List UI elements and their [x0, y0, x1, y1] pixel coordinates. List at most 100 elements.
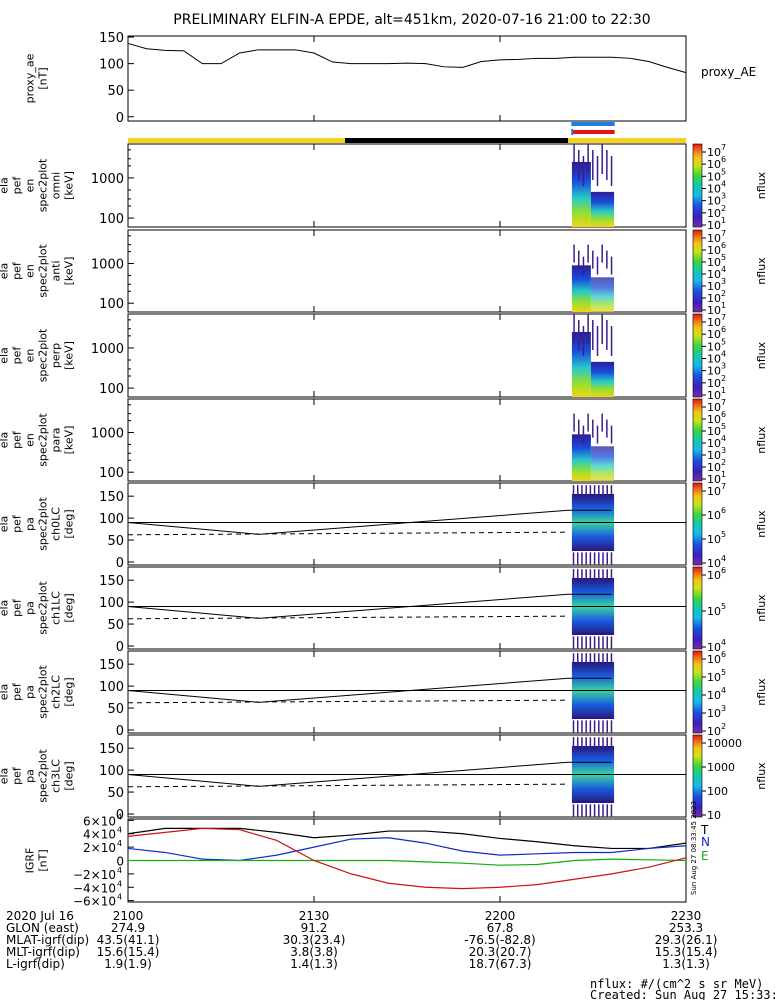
footer-row-value: 20.3(20.7) [469, 945, 532, 959]
footer-row-value: 15.6(15.4) [97, 945, 160, 959]
en_anti-ytick-label: 100 [99, 297, 124, 312]
pa-spectrogram-speckle [610, 720, 613, 733]
illumination-segment-shadow [345, 138, 569, 143]
colorbar-tick-exponent: 4 [721, 350, 726, 359]
pa-spectrogram-speckle [606, 485, 608, 496]
spectrogram-speckle [610, 156, 613, 186]
pa-spectrogram-speckle [602, 485, 604, 496]
pa_ch0-ylabel-line: spec2plot [37, 497, 50, 551]
pa_ch0-ytick-label: 150 [99, 490, 124, 505]
en_para-frame [127, 398, 687, 482]
footer-row-label: L-igrf(dip) [6, 957, 65, 971]
colorbar-zlabel: nflux [755, 426, 768, 454]
en_omni-frame [127, 143, 687, 228]
pa_ch0-ylabel-line: ch0LC [50, 507, 63, 541]
pa-spectrogram-speckle [598, 720, 600, 733]
en_para-ytick-label: 100 [99, 466, 124, 481]
igrf-ylabel-line: [nT] [37, 849, 50, 871]
colorbar-tick-exponent: 7 [721, 398, 726, 407]
colorbar-zlabel: nflux [755, 171, 768, 199]
colorbar-gradient [692, 398, 703, 482]
igrf-legend-N: N [701, 835, 710, 849]
igrf-ytick-exponent: 4 [117, 879, 122, 888]
colorbar-tick-label: 10 [707, 569, 721, 582]
footer-row-label: GLON (east) [6, 921, 79, 935]
colorbar-tick-exponent: 6 [721, 566, 726, 575]
spectrogram-speckle [606, 150, 608, 180]
spectrogram-speckle [606, 320, 608, 350]
colorbar-tick-exponent: 3 [721, 446, 726, 455]
proxy-ae-ylabel: proxy_ae [nT] [24, 53, 50, 103]
proxy-ae-ytick-label: 100 [99, 58, 124, 73]
en_perp-ylabel-line: en [24, 349, 37, 363]
pa_ch3-ylabel-line: ch3LC [50, 759, 63, 793]
colorbar-tick-label: 10 [707, 353, 721, 366]
pa-spectrogram-speckle [610, 485, 613, 496]
pa_ch1-ylabel-line: ch1LC [50, 591, 63, 625]
colorbar-tick-label: 10 [707, 268, 721, 281]
pa_ch3-frame [127, 734, 687, 818]
pa_ch2-ytick-label: 0 [116, 724, 124, 739]
en_anti-ytick-label: 1000 [91, 258, 124, 273]
footer-row-label: MLAT-igrf(dip) [6, 933, 89, 947]
colorbar-zlabel: nflux [755, 341, 768, 369]
spectrogram-speckle [592, 419, 594, 438]
en_para-ylabel-line: para [50, 428, 63, 453]
colorbar-tick-label: 10 [707, 244, 721, 257]
en_para-ylabel-line: ela [0, 432, 11, 449]
footer-row-value: 2100 [113, 909, 144, 923]
en_omni-ylabel-line: en [24, 179, 37, 193]
colorbar-tick-exponent: 1 [721, 216, 726, 225]
en_anti-ylabel: ela pef en spec2plot anti [keV] [0, 244, 76, 298]
loss-cone-line [127, 593, 612, 619]
colorbar-tick-label: 10 [707, 389, 721, 402]
colorbar-tick-exponent: 7 [721, 143, 726, 152]
igrf-ytick-exponent: 4 [117, 839, 122, 848]
spectrogram-band [571, 161, 591, 227]
colorbar-tick-label: 10 [707, 641, 721, 654]
pa-spectrogram-speckle [606, 569, 608, 580]
colorbar-tick-exponent: 5 [721, 602, 726, 611]
en_para-ylabel-line: [keV] [63, 426, 76, 455]
colorbar-tick-label: 10 [707, 340, 721, 353]
footer-units: nflux: #/(cm^2 s sr MeV) [590, 977, 763, 991]
en_omni-ylabel-line: omni [50, 172, 63, 199]
colorbar-tick-label: 10 [707, 232, 721, 245]
pa-spectrogram-speckle [589, 737, 592, 748]
spectrogram-speckle [606, 250, 608, 269]
spectrogram-band [590, 361, 615, 397]
en_perp-ylabel-line: ela [0, 347, 11, 364]
footer-row-value: 2200 [485, 909, 516, 923]
footer-row-value: 2130 [299, 909, 330, 923]
pa_ch0-ylabel-line: pa [24, 517, 37, 531]
spectrogram-speckle [596, 256, 599, 275]
spectrogram-speckle [578, 320, 580, 350]
igrf-line-E [128, 858, 687, 866]
colorbar-tick-label: 10 [707, 605, 721, 618]
proxy-ae-frame [127, 35, 687, 122]
colorbar-tick-exponent: 5 [721, 668, 726, 677]
spectrogram-speckle [587, 144, 589, 174]
colorbar-tick-label: 10 [707, 304, 721, 317]
igrf-line-z [127, 827, 687, 890]
pa-spectrogram-speckle [610, 636, 613, 649]
colorbar-tick-label: 10 [707, 725, 721, 738]
igrf-ylabel-line: IGRF [24, 848, 37, 874]
illumination-segment-sunlit [128, 138, 345, 143]
pa-spectrogram-speckle [581, 636, 583, 649]
pa-spectrogram-speckle [598, 485, 600, 496]
colorbar-tick-label: 10 [707, 195, 721, 208]
igrf-ytick-exponent: 4 [117, 893, 122, 902]
spectrogram-speckle [587, 244, 589, 263]
pa_ch1-ytick-label: 0 [116, 640, 124, 655]
colorbar-tick-label: 10 [707, 707, 721, 720]
proxy-ae-ytick-label: 50 [107, 84, 124, 99]
pa_ch1-ylabel-line: pa [24, 601, 37, 615]
colorbar-tick-exponent: 4 [721, 638, 726, 647]
spectrogram-band [590, 191, 615, 227]
pa_ch2-ylabel-line: ch2LC [50, 675, 63, 709]
spectrogram-speckle [587, 413, 589, 432]
colorbar-tick-exponent: 5 [721, 530, 726, 539]
footer-row-value: 30.3(23.4) [283, 933, 346, 947]
